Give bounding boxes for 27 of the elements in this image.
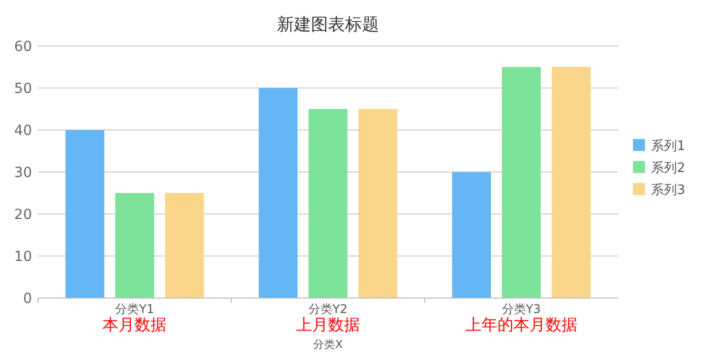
bar [552,67,591,298]
bar [452,172,491,298]
chart-title: 新建图表标题 [277,15,379,35]
y-tick-label: 60 [14,39,32,55]
y-tick-label: 50 [14,81,32,97]
bar [308,109,348,298]
y-tick-label: 30 [14,165,32,181]
bar [115,193,154,298]
bar [502,67,541,298]
y-tick-label: 20 [14,207,32,223]
bar [358,109,398,298]
bar [258,88,298,298]
y-tick-label: 40 [14,123,32,139]
legend-label: 系列3 [651,183,686,198]
legend-label: 系列1 [651,139,686,154]
x-tick-label: 分类Y2 [308,302,348,316]
x-axis-title: 分类X [313,338,344,351]
text: 上月数据 [296,315,360,334]
text: 上年的本月数据 [465,315,578,334]
x-tick-label: 分类Y1 [115,302,154,316]
bar [65,130,104,298]
x-tick-label: 分类Y3 [502,302,541,316]
bar [165,193,204,298]
text: 本月数据 [102,315,167,334]
y-tick-label: 0 [23,291,32,307]
legend-label: 系列2 [651,161,686,176]
y-tick-label: 10 [14,249,32,265]
